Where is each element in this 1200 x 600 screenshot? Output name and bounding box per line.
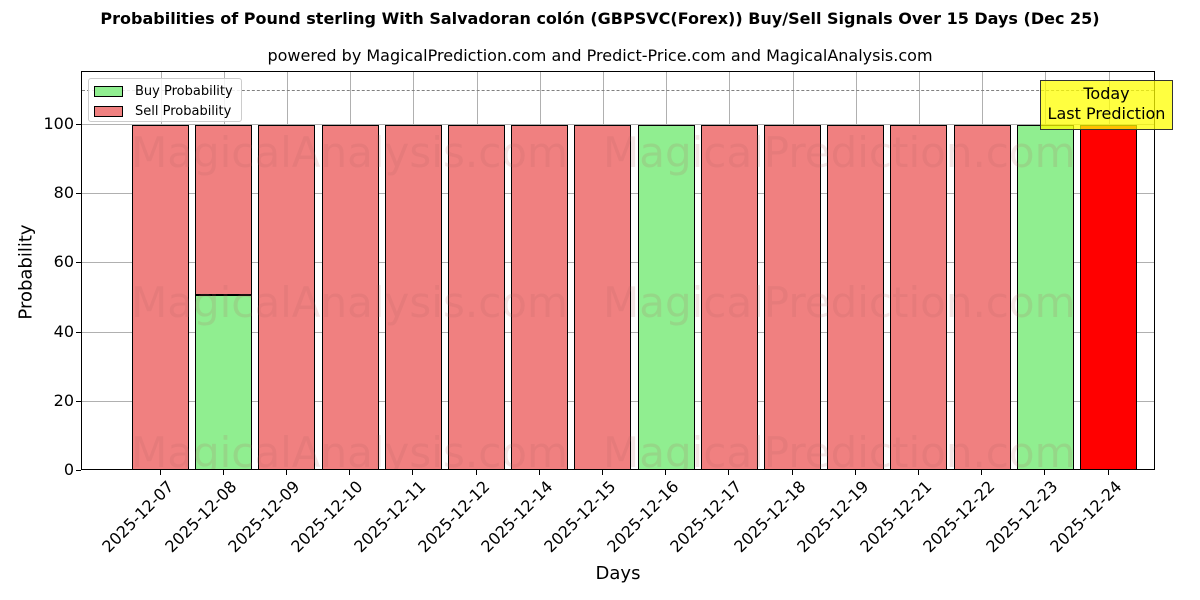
sell-bar-2025-12-12 (448, 125, 505, 469)
buy-bar-2025-12-16 (637, 125, 695, 469)
legend-label-buy: Buy Probability (135, 83, 233, 99)
plot-area: MagicalAnalysis.comMagicalPrediction.com… (81, 71, 1155, 470)
x-tick (728, 470, 730, 475)
chart-title: Probabilities of Pound sterling With Sal… (100, 9, 1100, 28)
y-tick (76, 470, 81, 471)
annotation-line2: Last Prediction (1047, 104, 1166, 123)
sell-bar-2025-12-19 (827, 125, 885, 469)
sell-bar-2025-12-10 (321, 125, 379, 469)
sell-bar-2025-12-21 (890, 125, 948, 469)
x-tick (854, 470, 856, 475)
y-tick-label: 80 (53, 183, 74, 203)
x-tick (601, 470, 603, 475)
sell-bar-2025-12-24 (1080, 125, 1137, 469)
legend: Buy Probability Sell Probability (88, 78, 242, 122)
chart-subtitle: powered by MagicalPrediction.com and Pre… (267, 46, 933, 65)
x-axis-label: Days (595, 563, 641, 584)
legend-item-sell: Sell Probability (94, 103, 231, 119)
sell-bar-2025-12-07 (132, 125, 189, 469)
buy-bar-2025-12-08 (195, 294, 253, 469)
sell-bar-2025-12-09 (258, 125, 316, 469)
y-tick-label: 20 (53, 390, 74, 410)
legend-item-buy: Buy Probability (94, 83, 233, 99)
y-tick-label: 0 (63, 460, 74, 479)
x-tick (665, 470, 667, 475)
x-tick (791, 470, 793, 475)
x-tick (285, 470, 287, 475)
sell-swatch-icon (94, 105, 123, 117)
sell-bar-2025-12-11 (384, 125, 442, 469)
y-tick (76, 331, 81, 333)
x-tick (1044, 470, 1046, 475)
gridline-y-100 (82, 124, 1154, 125)
y-tick (76, 124, 81, 125)
sell-bar-2025-12-18 (764, 125, 821, 469)
legend-label-sell: Sell Probability (135, 103, 232, 119)
y-tick (76, 400, 81, 402)
x-tick (475, 470, 477, 475)
y-tick-label: 40 (53, 321, 74, 341)
x-tick (1107, 470, 1109, 475)
today-annotation: Today Last Prediction (1040, 80, 1173, 130)
buy-swatch-icon (94, 85, 123, 97)
y-tick (76, 193, 81, 195)
x-tick (412, 470, 414, 475)
sell-bar-2025-12-08 (195, 125, 253, 295)
x-tick (222, 470, 224, 475)
sell-bar-2025-12-14 (511, 125, 569, 469)
sell-bar-2025-12-17 (700, 125, 758, 469)
y-tick-label: 60 (53, 252, 74, 272)
sell-bar-2025-12-22 (953, 125, 1011, 469)
buy-bar-2025-12-23 (1016, 125, 1074, 469)
annotation-line1: Today (1083, 84, 1130, 103)
y-tick (76, 262, 81, 264)
x-tick (349, 470, 351, 475)
x-tick (981, 470, 983, 475)
sell-bar-2025-12-15 (574, 125, 632, 469)
x-tick (538, 470, 540, 475)
x-tick (917, 470, 919, 475)
y-tick-label: 100 (43, 114, 74, 133)
reference-line (82, 90, 1154, 92)
x-tick (159, 470, 161, 475)
y-axis-label: Probability (15, 224, 37, 320)
